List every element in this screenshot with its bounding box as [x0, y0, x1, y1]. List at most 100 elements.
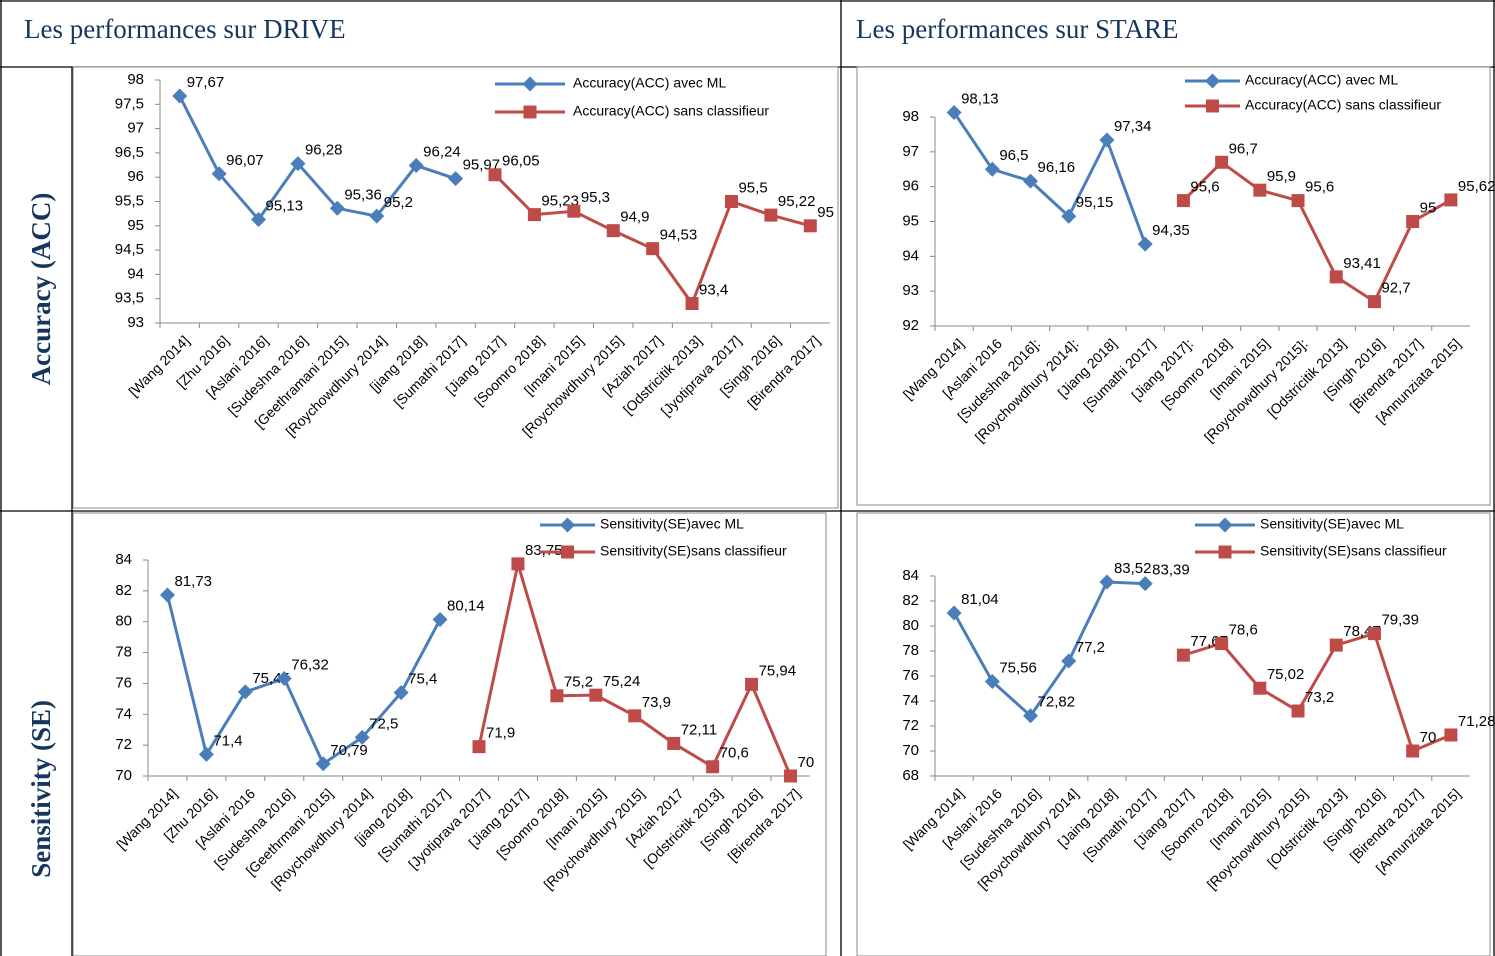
data-label: 70	[798, 754, 815, 771]
y-tick-label: 84	[902, 567, 919, 584]
marker	[1218, 545, 1232, 559]
y-tick-label: 96	[127, 168, 144, 185]
y-tick-label: 92	[902, 317, 919, 334]
marker	[522, 76, 538, 92]
marker	[1176, 648, 1190, 662]
marker	[393, 685, 409, 701]
marker	[329, 200, 345, 216]
data-label: 95,2	[384, 194, 413, 211]
row-label: Sensitivity (SE)	[26, 700, 56, 878]
data-label: 95,6	[1190, 179, 1219, 196]
marker	[1329, 270, 1343, 284]
marker	[511, 557, 525, 571]
marker	[448, 171, 464, 187]
data-label: 83,52	[1114, 560, 1152, 577]
legend-label: Sensitivity(SE)sans classifieur	[1260, 543, 1447, 559]
legend-label: Accuracy(ACC) avec ML	[573, 75, 726, 91]
marker	[276, 670, 292, 686]
marker	[646, 242, 660, 256]
marker	[606, 224, 620, 238]
data-label: 95,62	[1458, 178, 1495, 195]
marker	[1205, 73, 1220, 89]
marker	[946, 605, 962, 621]
data-label: 81,04	[961, 591, 999, 608]
data-label: 75,02	[1267, 666, 1305, 683]
marker	[1406, 744, 1420, 758]
marker	[745, 677, 759, 691]
marker	[784, 769, 798, 783]
marker	[1291, 704, 1305, 718]
data-label: 72,82	[1038, 694, 1076, 711]
y-tick-label: 72	[902, 717, 919, 734]
marker	[211, 166, 227, 182]
y-tick-label: 82	[902, 592, 919, 609]
data-label: 73,9	[642, 694, 671, 711]
data-label: 96,7	[1229, 140, 1258, 157]
data-label: 73,2	[1305, 689, 1334, 706]
y-tick-label: 96,5	[115, 144, 144, 161]
y-tick-label: 74	[902, 692, 919, 709]
marker	[706, 760, 720, 774]
marker	[523, 105, 537, 119]
data-label: 70,79	[330, 742, 368, 759]
data-label: 94,9	[620, 209, 649, 226]
y-tick-label: 76	[902, 667, 919, 684]
series-line	[952, 111, 1147, 245]
chart-area	[72, 66, 839, 509]
data-label: 76,32	[291, 656, 329, 673]
marker	[1023, 708, 1039, 724]
row-label: Accuracy (ACC)	[26, 193, 56, 386]
marker	[527, 208, 541, 222]
data-label: 71,9	[486, 725, 515, 742]
marker	[764, 208, 778, 222]
marker	[198, 746, 214, 762]
y-tick-label: 78	[902, 642, 919, 659]
y-tick-label: 95	[902, 212, 919, 229]
data-label: 72,5	[369, 715, 398, 732]
data-label: 95,9	[1267, 168, 1296, 185]
marker	[290, 156, 306, 172]
data-label: 95	[1420, 199, 1437, 216]
data-label: 70,6	[720, 745, 749, 762]
data-label: 75,2	[564, 674, 593, 691]
marker	[561, 545, 574, 559]
y-tick-label: 68	[902, 767, 919, 784]
y-tick-label: 93	[902, 282, 919, 299]
y-tick-label: 80	[115, 613, 132, 630]
data-label: 92,7	[1381, 280, 1410, 297]
column-header: Les performances sur STARE	[856, 14, 1179, 44]
y-tick-label: 97	[127, 120, 144, 137]
data-label: 80,14	[447, 598, 485, 615]
marker	[1291, 194, 1305, 208]
data-label: 75,56	[999, 659, 1037, 676]
marker	[1217, 517, 1233, 533]
legend-label: Accuracy(ACC) sans classifieur	[573, 103, 769, 119]
data-label: 95,36	[344, 186, 382, 203]
marker	[1061, 653, 1077, 669]
marker	[488, 168, 502, 182]
marker	[803, 219, 817, 233]
marker	[172, 88, 188, 104]
legend-label: Accuracy(ACC) avec ML	[1245, 72, 1398, 88]
chart-area	[72, 512, 827, 956]
marker	[984, 161, 1000, 177]
marker	[1253, 681, 1267, 695]
marker	[685, 297, 699, 311]
data-label: 93,41	[1343, 255, 1381, 272]
marker	[1215, 637, 1229, 650]
y-tick-label: 95,5	[115, 192, 144, 209]
y-tick-label: 96	[902, 178, 919, 195]
marker	[315, 756, 331, 772]
y-tick-label: 82	[115, 582, 132, 599]
y-tick-label: 74	[115, 705, 132, 722]
marker	[1176, 194, 1190, 208]
data-label: 94,53	[660, 227, 698, 244]
marker	[1444, 193, 1458, 207]
data-label: 72,11	[681, 721, 717, 738]
marker	[1099, 574, 1115, 590]
marker	[369, 208, 385, 224]
data-label: 95,3	[581, 189, 610, 206]
data-label: 75,4	[408, 671, 437, 688]
legend-label: Sensitivity(SE)sans classifieur	[600, 543, 787, 559]
